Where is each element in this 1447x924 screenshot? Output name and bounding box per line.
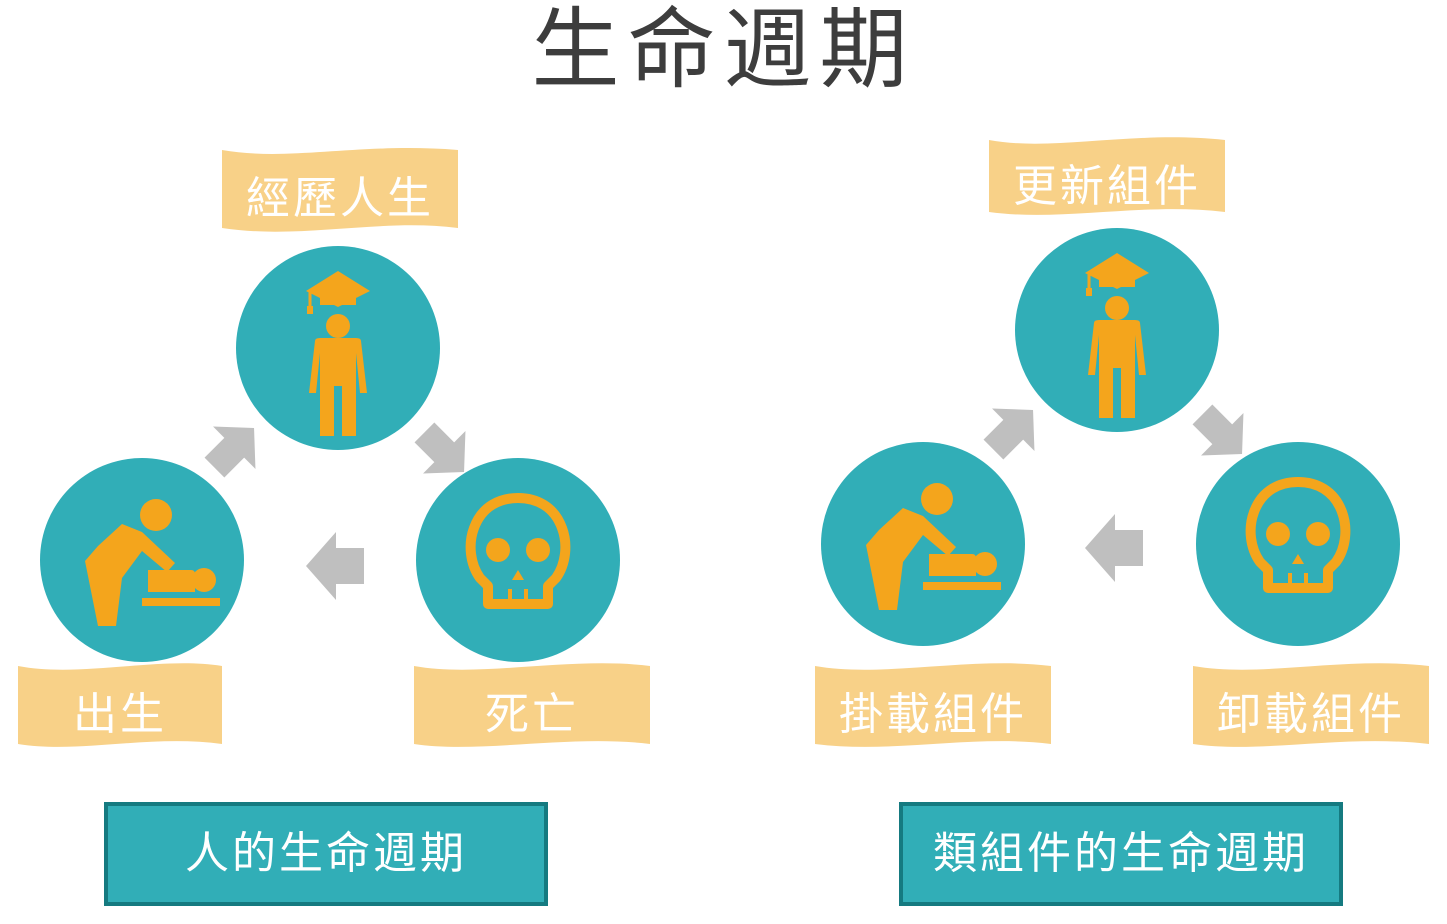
circle-bottom-left [821, 442, 1025, 646]
arrow-up-right-icon [204, 426, 256, 478]
arrow-down-right-icon [414, 422, 466, 474]
banner-bottom-left [18, 663, 222, 747]
caption-component-lifecycle: 類組件的生命週期 [899, 802, 1343, 906]
skull-icon [1245, 477, 1351, 593]
caption-human-lifecycle: 人的生命週期 [104, 802, 548, 906]
banner-top [989, 137, 1225, 215]
banner-bottom-right [1193, 663, 1429, 747]
page-title: 生命週期 [531, 0, 916, 101]
circle-bottom-right [1196, 442, 1400, 646]
arrow-down-right-icon [1192, 404, 1244, 456]
arrow-left-icon [306, 532, 364, 600]
graduate-person-icon [1085, 253, 1149, 418]
circle-bottom-right [416, 458, 620, 662]
banner-bottom-right [414, 663, 650, 747]
label-unmount-component: 卸載組件 [1217, 689, 1405, 740]
banner-bottom-left [815, 663, 1051, 747]
label-update-component: 更新組件 [1013, 161, 1201, 212]
label-live-life: 經歷人生 [246, 173, 434, 224]
skull-icon [465, 493, 571, 609]
circle-bottom-left [40, 458, 244, 662]
banner-top [222, 148, 458, 232]
human-lifecycle-panel: 經歷人生 出生 死亡 人的生命週期 [18, 148, 650, 906]
component-lifecycle-diagram [815, 137, 1429, 747]
graduate-person-icon [306, 271, 370, 436]
label-death: 死亡 [485, 689, 579, 740]
arrow-left-icon [1085, 514, 1143, 582]
label-birth: 出生 [73, 689, 167, 740]
parent-changing-baby-icon [85, 499, 220, 626]
arrow-up-right-icon [983, 408, 1035, 460]
human-lifecycle-diagram [18, 148, 650, 747]
label-mount-component: 掛載組件 [839, 689, 1027, 740]
parent-changing-baby-icon [866, 483, 1001, 610]
component-lifecycle-panel: 更新組件 掛載組件 卸載組件 類組件的生命週期 [723, 0, 1447, 924]
